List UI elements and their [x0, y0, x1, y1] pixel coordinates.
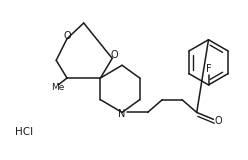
Text: HCl: HCl — [15, 127, 33, 137]
Text: O: O — [215, 116, 222, 126]
Text: N: N — [118, 109, 126, 119]
Text: F: F — [206, 64, 211, 74]
Text: O: O — [63, 31, 71, 41]
Text: O: O — [110, 50, 118, 60]
Text: Me: Me — [52, 83, 65, 92]
